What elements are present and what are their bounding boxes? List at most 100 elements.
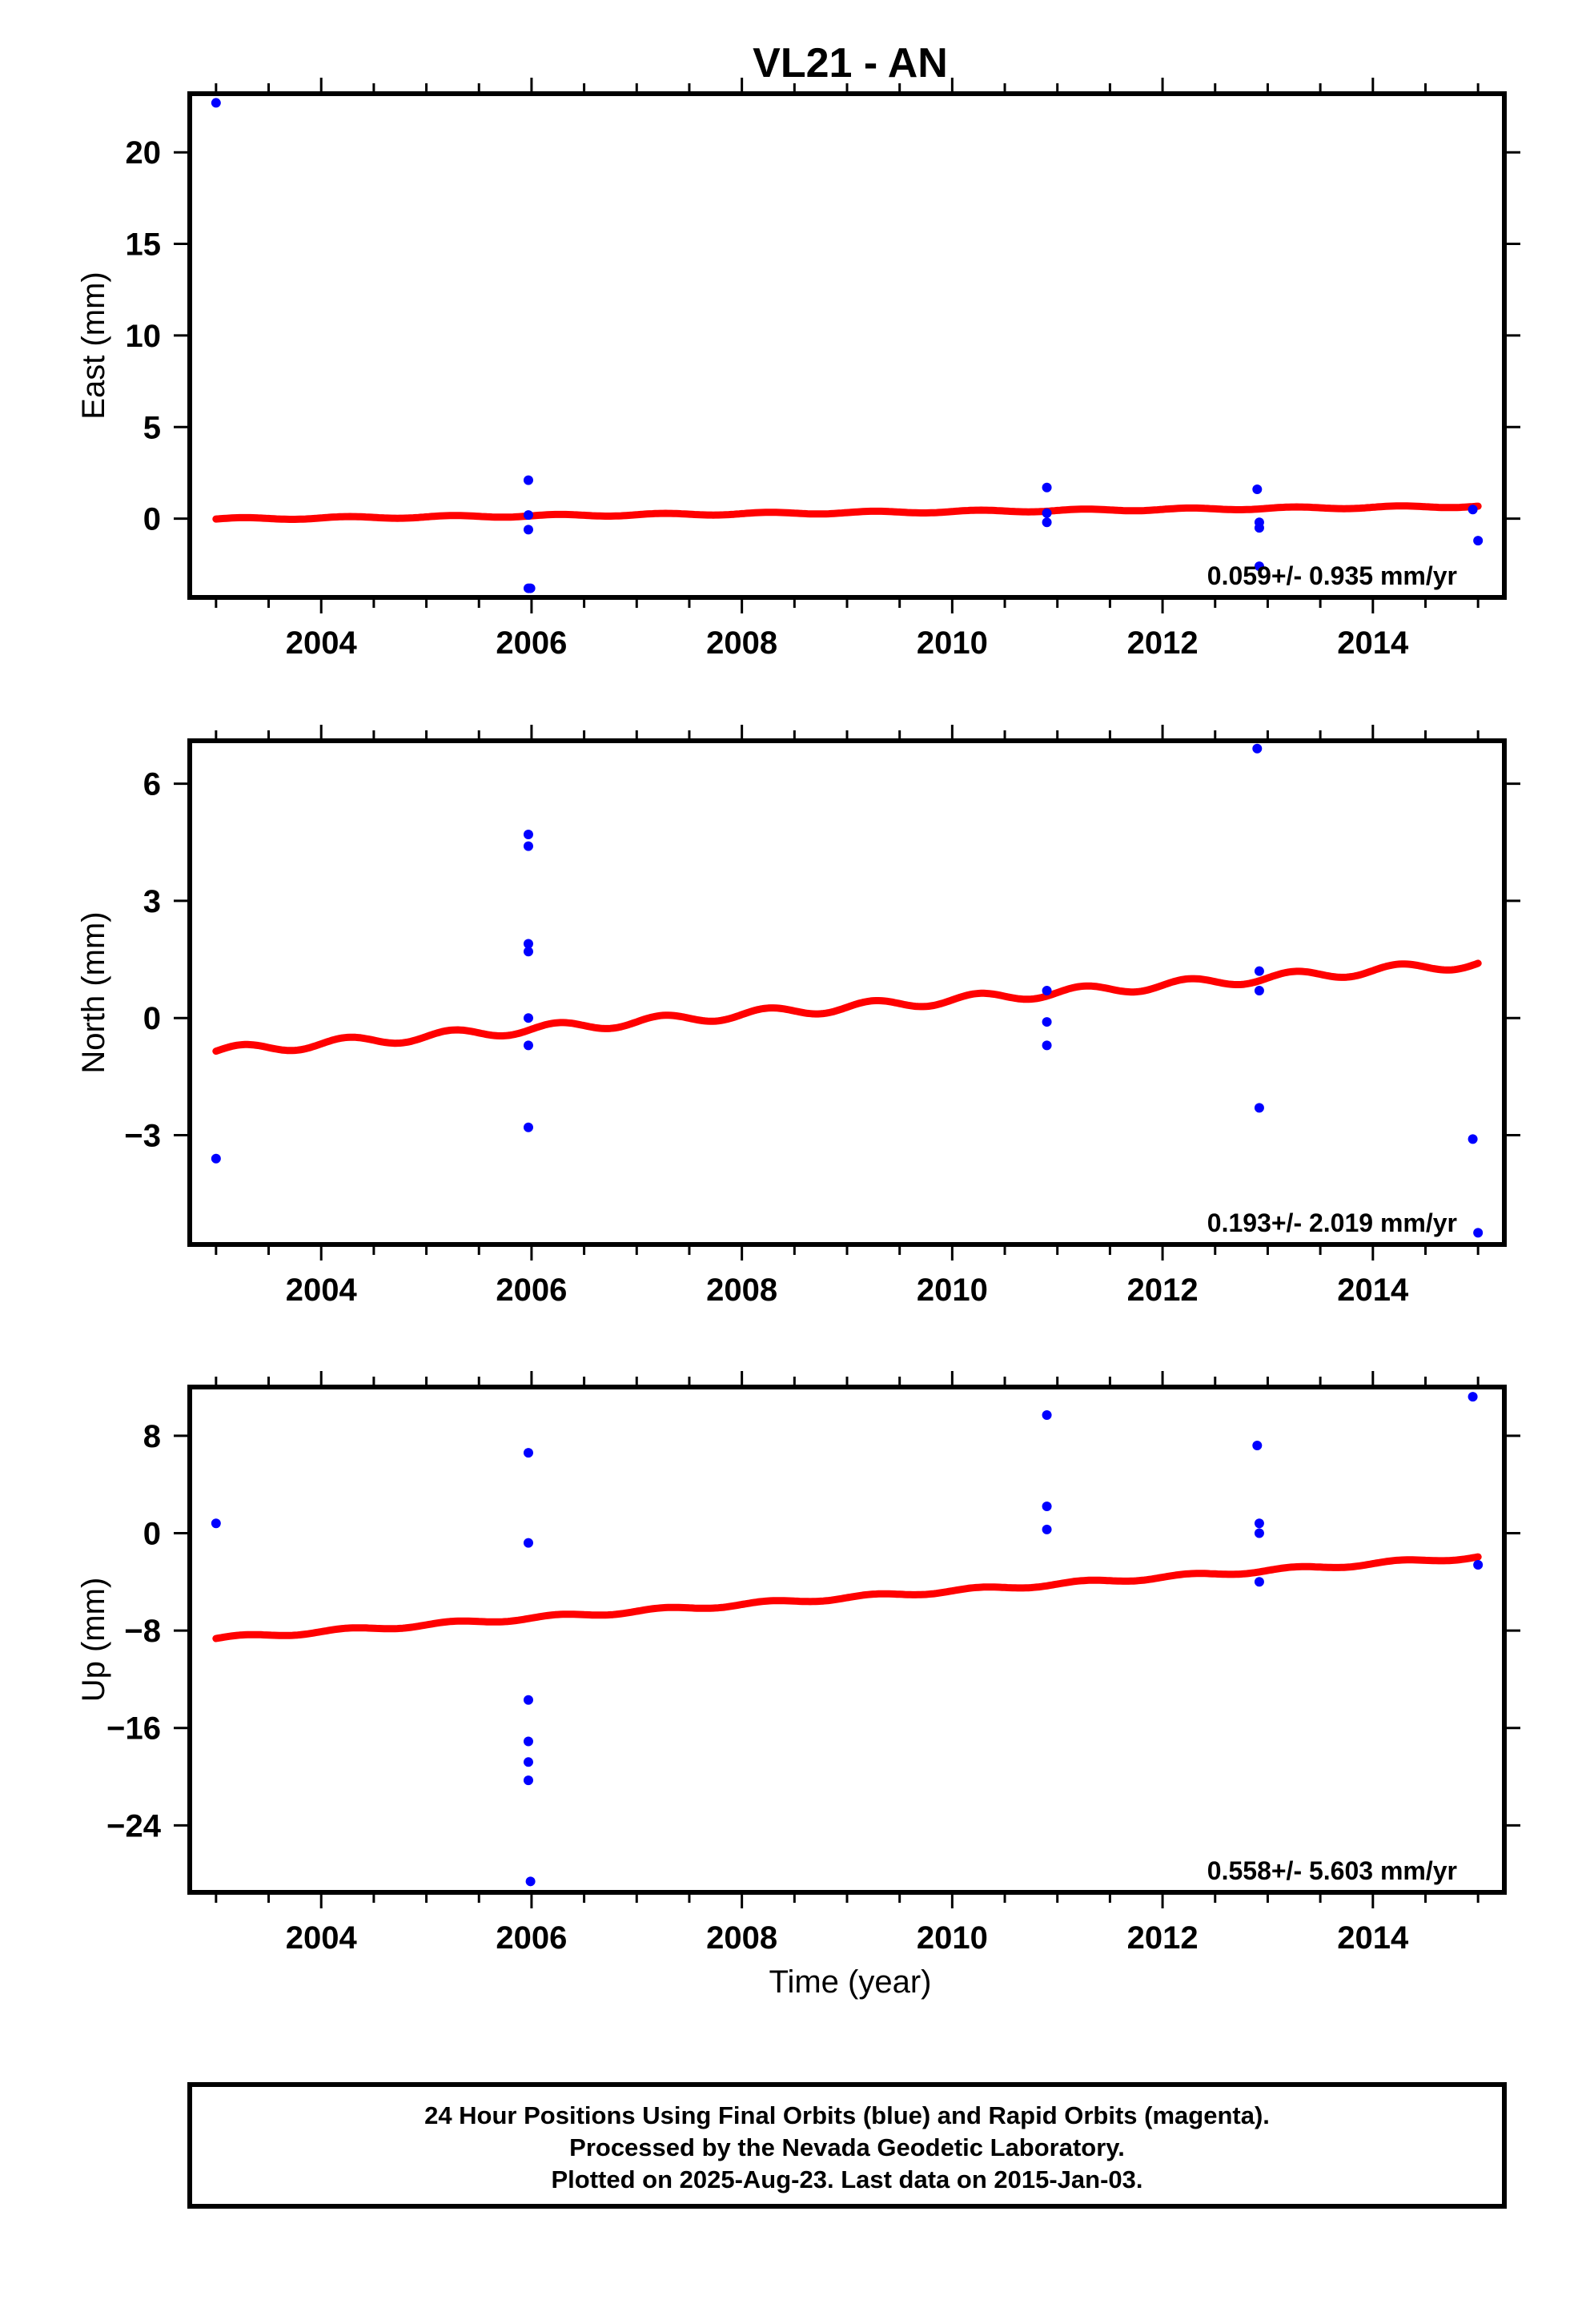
up-data-point: [1042, 1524, 1052, 1534]
east-y-tick-label: 10: [126, 319, 162, 354]
east-x-tick-label: 2004: [286, 625, 358, 661]
north-x-tick-label: 2012: [1127, 1273, 1199, 1308]
east-y-tick-label: 0: [143, 502, 161, 537]
east-plot-frame: [187, 91, 1507, 600]
north-data-point: [523, 939, 533, 949]
north-y-tick-label: 0: [143, 1001, 161, 1036]
up-data-point: [1254, 1518, 1264, 1529]
north-data-point: [1254, 986, 1264, 996]
up-data-point: [523, 1736, 533, 1747]
up-y-tick-label: −24: [106, 1808, 162, 1844]
north-data-point: [523, 841, 533, 851]
up-x-tick-label: 2004: [286, 1920, 358, 1956]
up-rate-label: 0.558+/- 5.603 mm/yr: [1207, 1856, 1457, 1885]
north-y-axis-label: North (mm): [76, 911, 111, 1073]
chart-title: VL21 - AN: [753, 40, 948, 86]
east-y-tick-label: 20: [126, 135, 162, 171]
north-y-tick-label: −3: [124, 1118, 161, 1153]
north-data-point: [1254, 966, 1264, 976]
east-x-tick-label: 2012: [1127, 625, 1199, 661]
east-panel: 2004 2006 2008 2010 2012 2014 0 5 10 15 20 East (mm…: [76, 78, 1520, 661]
north-x-tick-label: 2008: [706, 1273, 777, 1308]
up-x-tick-label: 2012: [1127, 1920, 1199, 1956]
east-data-point: [1473, 536, 1484, 546]
north-y-tick-label: 6: [143, 767, 161, 802]
up-x-tick-label: 2008: [706, 1920, 777, 1956]
up-data-point: [523, 1775, 533, 1786]
east-data-point: [1042, 508, 1052, 518]
caption-line-1: 24 Hour Positions Using Final Orbits (bl…: [424, 2101, 1270, 2129]
up-data-point: [1042, 1502, 1052, 1512]
caption-line-3: Plotted on 2025-Aug-23. Last data on 201…: [551, 2165, 1142, 2193]
up-data-point: [1254, 1528, 1264, 1538]
east-data-point: [523, 525, 533, 535]
north-data-point: [523, 1122, 533, 1132]
up-data-point: [523, 1538, 533, 1548]
east-rate-label: 0.059+/- 0.935 mm/yr: [1207, 561, 1457, 590]
north-data-point: [523, 1013, 533, 1023]
east-trend-line: [212, 502, 1482, 523]
north-data-point: [1468, 1134, 1478, 1144]
up-data-point: [525, 1876, 536, 1887]
east-x-tick-label: 2008: [706, 625, 777, 661]
up-trend-line: [212, 1553, 1482, 1642]
north-data-point: [1254, 1103, 1264, 1113]
north-panel: 2004 2006 2008 2010 2012 2014 −3 0 3 6 North (mm) 0…: [76, 725, 1520, 1308]
north-data-point: [523, 947, 533, 957]
east-data-point: [1042, 517, 1052, 528]
north-x-tick-label: 2004: [286, 1273, 358, 1308]
north-data-point: [1042, 1040, 1052, 1051]
east-data-point: [211, 98, 221, 108]
up-data-point: [1042, 1409, 1052, 1420]
north-x-tick-label: 2010: [917, 1273, 988, 1308]
north-data-point: [1042, 1017, 1052, 1027]
east-x-tick-label: 2010: [917, 625, 988, 661]
up-data-point: [1252, 1440, 1263, 1450]
east-data-point: [1252, 485, 1263, 495]
north-rate-label: 0.193+/- 2.019 mm/yr: [1207, 1208, 1457, 1237]
north-data-point: [523, 830, 533, 840]
up-y-tick-label: 8: [143, 1419, 161, 1454]
north-plot-frame: [187, 738, 1507, 1247]
up-plot-frame: [187, 1385, 1507, 1895]
up-data-point: [523, 1757, 533, 1767]
east-data-point: [1254, 523, 1264, 533]
panels-group: 2004 2006 2008 2010 2012 2014 0 5 10 15 20 East (mm…: [76, 78, 1520, 1956]
up-data-point: [1468, 1392, 1478, 1402]
north-y-tick-label: 3: [143, 884, 161, 919]
x-axis-label: Time (year): [769, 1964, 932, 2000]
east-x-tick-label: 2014: [1337, 625, 1409, 661]
up-data-point: [523, 1448, 533, 1458]
up-x-tick-label: 2010: [917, 1920, 988, 1956]
caption-line-2: Processed by the Nevada Geodetic Laborat…: [569, 2133, 1125, 2161]
north-data-point: [523, 1040, 533, 1051]
north-data-point: [1473, 1228, 1484, 1238]
east-data-point: [1468, 505, 1478, 515]
east-y-tick-label: 5: [143, 410, 161, 445]
caption-box: [187, 2082, 1507, 2209]
up-data-point: [1254, 1577, 1264, 1587]
up-data-point: [1473, 1559, 1484, 1570]
east-data-point: [1042, 482, 1052, 493]
north-data-point: [1252, 743, 1263, 754]
east-x-tick-label: 2006: [496, 625, 567, 661]
east-data-point: [1254, 561, 1264, 572]
east-data-point: [525, 583, 536, 593]
up-data-point: [523, 1695, 533, 1705]
east-y-axis-label: East (mm): [76, 271, 111, 419]
up-y-tick-label: −8: [124, 1614, 161, 1649]
north-trend-line: [212, 959, 1482, 1055]
up-y-tick-label: 0: [143, 1516, 161, 1551]
east-data-point: [523, 510, 533, 521]
east-data-point: [523, 475, 533, 485]
north-data-point: [211, 1153, 221, 1164]
up-x-tick-label: 2006: [496, 1920, 567, 1956]
north-x-tick-label: 2006: [496, 1273, 567, 1308]
up-y-tick-label: −16: [106, 1711, 161, 1747]
east-y-tick-label: 15: [126, 227, 162, 263]
north-x-tick-label: 2014: [1337, 1273, 1409, 1308]
up-y-axis-label: Up (mm): [76, 1578, 111, 1703]
up-x-tick-label: 2014: [1337, 1920, 1409, 1956]
